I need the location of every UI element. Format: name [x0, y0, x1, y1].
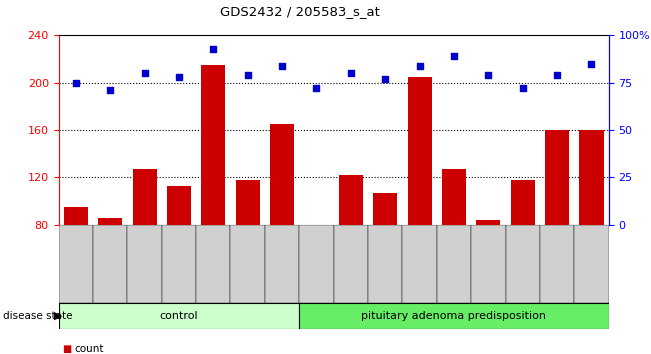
Bar	[236, 180, 260, 225]
Bar	[579, 130, 603, 225]
Bar	[477, 220, 501, 225]
Bar	[230, 225, 265, 303]
Point	[483, 72, 493, 78]
Bar	[270, 124, 294, 225]
Point	[449, 53, 459, 59]
Point	[311, 86, 322, 91]
Bar	[196, 225, 230, 303]
Point	[208, 46, 219, 51]
Text: disease state: disease state	[3, 311, 73, 321]
Bar	[506, 225, 540, 303]
Bar	[442, 169, 466, 225]
Point	[139, 70, 150, 76]
Bar	[265, 225, 299, 303]
Point	[277, 63, 287, 69]
Point	[242, 72, 253, 78]
Bar	[305, 225, 329, 227]
Point	[105, 87, 115, 93]
Text: GDS2432 / 205583_s_at: GDS2432 / 205583_s_at	[219, 5, 380, 18]
Bar	[128, 225, 161, 303]
Text: count: count	[75, 344, 104, 354]
Bar	[161, 225, 196, 303]
Bar	[510, 180, 534, 225]
Bar	[333, 225, 368, 303]
Bar	[64, 207, 88, 225]
Point	[552, 72, 562, 78]
Point	[70, 80, 81, 86]
Point	[174, 74, 184, 80]
Bar	[93, 225, 128, 303]
Text: pituitary adenoma predisposition: pituitary adenoma predisposition	[361, 311, 546, 321]
Bar	[408, 77, 432, 225]
Bar	[133, 169, 157, 225]
Bar	[437, 225, 471, 303]
Bar	[201, 65, 225, 225]
Bar	[299, 225, 333, 303]
Bar	[471, 225, 506, 303]
Text: control: control	[159, 311, 199, 321]
Bar	[368, 225, 402, 303]
Bar	[373, 193, 397, 225]
Text: ▶: ▶	[54, 311, 62, 321]
Point	[380, 76, 391, 82]
Point	[587, 61, 597, 67]
Bar	[540, 225, 574, 303]
Point	[415, 63, 425, 69]
Bar	[98, 218, 122, 225]
Bar	[59, 225, 93, 303]
Text: ■: ■	[62, 344, 71, 354]
Bar	[339, 175, 363, 225]
FancyBboxPatch shape	[299, 303, 609, 329]
Bar	[167, 186, 191, 225]
Point	[346, 70, 356, 76]
FancyBboxPatch shape	[59, 303, 299, 329]
Bar	[545, 130, 569, 225]
Bar	[402, 225, 437, 303]
Bar	[574, 225, 609, 303]
Point	[518, 86, 528, 91]
